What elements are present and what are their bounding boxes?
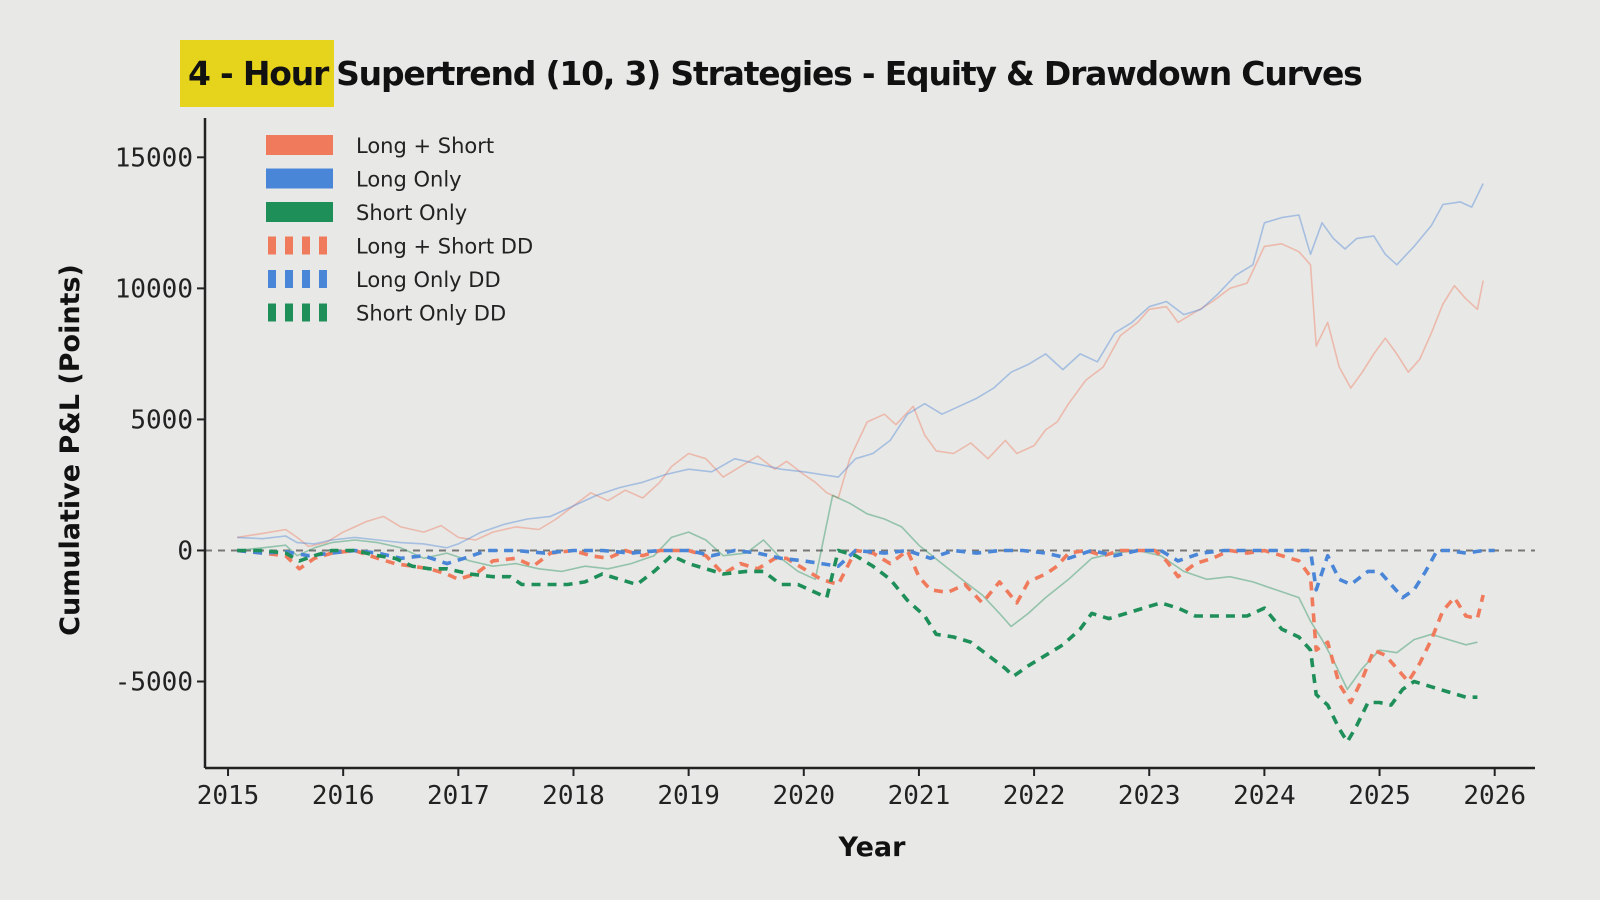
x-tick-label: 2015 bbox=[197, 781, 260, 811]
y-tick-label: 5000 bbox=[130, 405, 193, 435]
chart-title: 4 - Hour Supertrend (10, 3) Strategies -… bbox=[180, 39, 1363, 107]
legend-swatch-long-short bbox=[266, 135, 333, 155]
legend-label-long-short-dd: Long + Short DD bbox=[356, 235, 533, 259]
y-tick-label: -5000 bbox=[115, 668, 193, 698]
x-axis-label: Year bbox=[838, 832, 907, 863]
x-tick-label: 2026 bbox=[1463, 781, 1526, 811]
x-tick-label: 2018 bbox=[542, 781, 605, 811]
x-tick-label: 2017 bbox=[427, 781, 490, 811]
legend-label-long-only: Long Only bbox=[356, 168, 462, 192]
series-line-long-only-dd bbox=[237, 548, 1495, 600]
legend-label-short-only-dd: Short Only DD bbox=[356, 302, 506, 326]
chart-title-highlight: 4 - Hour bbox=[180, 39, 335, 107]
legend-label-short-only: Short Only bbox=[356, 201, 467, 225]
x-tick-label: 2016 bbox=[312, 781, 375, 811]
x-tick-label: 2021 bbox=[888, 781, 951, 811]
series-line-long-short-dd bbox=[237, 548, 1485, 705]
x-tick-label: 2020 bbox=[772, 781, 835, 811]
legend-swatch-long-only bbox=[266, 168, 333, 189]
chart-title-text: Supertrend (10, 3) Strategies - Equity &… bbox=[336, 53, 1363, 93]
y-tick-label: 0 bbox=[177, 536, 193, 566]
y-tick-label: 10000 bbox=[115, 274, 193, 304]
x-tick-label: 2019 bbox=[657, 781, 720, 811]
series-line-long-only bbox=[237, 183, 1484, 549]
x-tick-label: 2022 bbox=[1003, 781, 1066, 811]
x-tick-label: 2024 bbox=[1233, 781, 1296, 811]
series-line-short-only bbox=[237, 494, 1478, 691]
series-line-short-only-dd bbox=[237, 548, 1478, 744]
legend-label-long-only-dd: Long Only DD bbox=[356, 268, 501, 292]
y-tick-label: 15000 bbox=[115, 143, 193, 173]
series-line-long-short bbox=[237, 243, 1484, 548]
y-axis-label: Cumulative P&L (Points) bbox=[55, 264, 86, 636]
x-tick-label: 2023 bbox=[1118, 781, 1181, 811]
legend-label-long-short: Long + Short bbox=[356, 134, 494, 158]
x-tick-label: 2025 bbox=[1348, 781, 1411, 811]
legend-swatch-short-only bbox=[266, 202, 333, 222]
